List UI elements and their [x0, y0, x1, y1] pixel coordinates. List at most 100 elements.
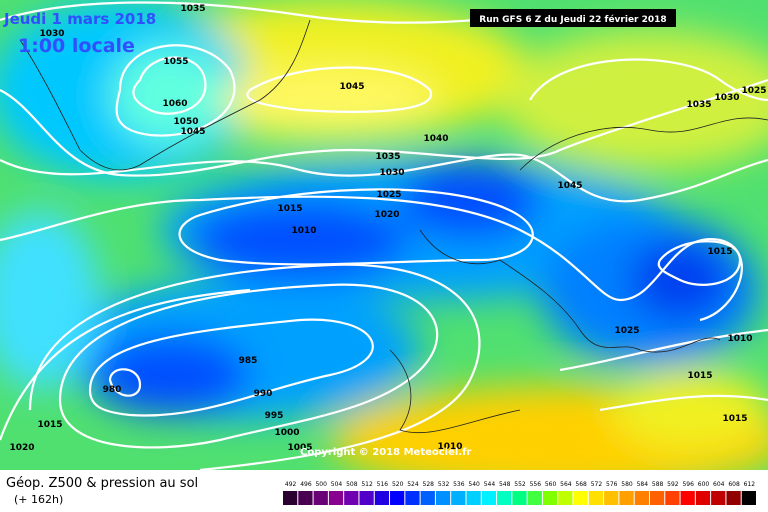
colorbar-swatch	[726, 491, 741, 505]
colorbar-swatch	[497, 491, 512, 505]
colorbar-swatch	[542, 491, 558, 505]
colorbar-label: 608	[728, 481, 740, 488]
isobar-label: 1010	[291, 226, 316, 236]
isobar-label: 1020	[374, 210, 399, 220]
colorbar-label: 496	[300, 481, 312, 488]
isobar-label: 1020	[9, 443, 34, 453]
colorbar-swatch	[390, 491, 405, 505]
isobar-label: 1015	[707, 247, 732, 257]
isobar-label: 1025	[376, 190, 401, 200]
colorbar-swatch	[711, 491, 726, 505]
map-field: 1035103010551060105010451045104010351030…	[0, 0, 768, 470]
colorbar-swatch	[451, 491, 466, 505]
colorbar-swatch	[313, 491, 328, 505]
colorbar-swatch	[634, 491, 649, 505]
colorbar-swatch	[665, 491, 680, 505]
colorbar-swatch	[298, 491, 313, 505]
colorbar-label: 500	[315, 481, 327, 488]
colorbar-label: 552	[514, 481, 526, 488]
colorbar-swatch	[680, 491, 695, 505]
colorbar-label: 544	[484, 481, 496, 488]
isobar-label: 1045	[557, 181, 582, 191]
colorbar-swatch	[649, 491, 665, 505]
isobar-label: 1010	[727, 334, 752, 344]
colorbar-swatch	[527, 491, 542, 505]
isobar-label: 1060	[162, 99, 187, 109]
colorbar-swatch	[558, 491, 573, 505]
colorbar-label: 540	[468, 481, 480, 488]
colorbar-swatch	[328, 491, 344, 505]
colorbar-label: 576	[606, 481, 618, 488]
time-label: 1:00 locale	[18, 35, 135, 57]
colorbar-label: 532	[438, 481, 450, 488]
colorbar: 492 496 500 504 508 512 516 520 524 528 532 536 540 5…	[283, 481, 756, 505]
isobar-label: 1030	[714, 93, 739, 103]
isobar-label: 1025	[614, 326, 639, 336]
colorbar-label: 604	[713, 481, 725, 488]
colorbar-label: 548	[499, 481, 511, 488]
colorbar-label: 564	[560, 481, 572, 488]
date-label: Jeudi 1 mars 2018	[3, 10, 156, 28]
colorbar-label: 524	[407, 481, 419, 488]
colorbar-label: 520	[392, 481, 404, 488]
isobar-label: 1030	[39, 29, 64, 39]
colorbar-label: 596	[682, 481, 694, 488]
colorbar-swatch	[695, 491, 711, 505]
isobar-label: 1045	[339, 82, 364, 92]
isobar-label: 1035	[180, 4, 205, 14]
colorbar-label: 512	[361, 481, 373, 488]
colorbar-swatch	[588, 491, 604, 505]
colorbar-label: 536	[453, 481, 465, 488]
isobar-label: 995	[265, 411, 284, 421]
colorbar-label: 568	[575, 481, 587, 488]
footer-title: Géop. Z500 & pression au sol	[6, 476, 198, 491]
colorbar-swatch	[405, 491, 420, 505]
colorbar-label: 572	[591, 481, 603, 488]
colorbar-swatch	[435, 491, 451, 505]
colorbar-label: 556	[530, 481, 542, 488]
colorbar-label: 600	[698, 481, 710, 488]
colorbar-swatch	[512, 491, 527, 505]
isobar-label: 1030	[379, 168, 404, 178]
isobar-label: 1055	[163, 57, 188, 67]
isobar-label: 1040	[423, 134, 448, 144]
colorbar-label: 592	[667, 481, 679, 488]
isobar-label: 1050	[173, 117, 198, 127]
colorbar-label: 508	[346, 481, 358, 488]
colorbar-swatch	[359, 491, 374, 505]
colorbar-label: 528	[423, 481, 435, 488]
isobar-label: 1015	[722, 414, 747, 424]
run-box	[470, 9, 676, 27]
colorbar-swatch	[283, 491, 298, 505]
colorbar-label: 612	[744, 481, 756, 488]
isobar-label: 1035	[375, 152, 400, 162]
colorbar-label: 580	[621, 481, 633, 488]
colorbar-swatch	[481, 491, 497, 505]
colorbar-swatch	[466, 491, 481, 505]
colorbar-swatch	[420, 491, 435, 505]
isobar-label: 1015	[37, 420, 62, 430]
colorbar-swatch	[573, 491, 588, 505]
isobar-label: 1025	[741, 86, 766, 96]
isobar-label: 985	[239, 356, 258, 366]
colorbar-swatch	[344, 491, 359, 505]
isobar-label: 1000	[274, 428, 299, 438]
footer-lead: (+ 162h)	[14, 493, 63, 506]
colorbar-swatch	[741, 491, 756, 505]
colorbar-swatch	[604, 491, 619, 505]
isobar-label: 980	[103, 385, 122, 395]
colorbar-label: 584	[637, 481, 649, 488]
isobar-label: 1015	[687, 371, 712, 381]
isobar-label: 1035	[686, 100, 711, 110]
isobar-label: 1010	[437, 442, 462, 452]
colorbar-label: 560	[545, 481, 557, 488]
run-label: Run GFS 6 Z du Jeudi 22 février 2018	[479, 14, 666, 25]
copyright: Copyright © 2018 Meteociel.fr	[300, 447, 471, 458]
isobar-label: 990	[254, 389, 273, 399]
isobar-label: 1015	[277, 204, 302, 214]
colorbar-label: 516	[377, 481, 389, 488]
colorbar-swatch	[619, 491, 634, 505]
colorbar-label: 492	[285, 481, 297, 488]
isobar-label: 1045	[180, 127, 205, 137]
